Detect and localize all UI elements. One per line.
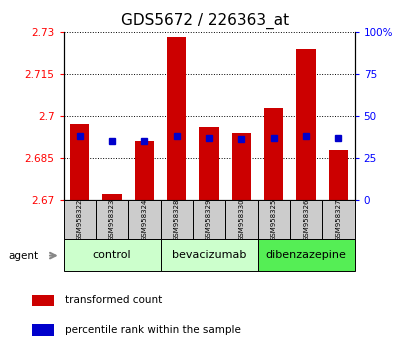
Text: GSM958323: GSM958323 bbox=[109, 198, 115, 241]
Text: GDS5672 / 226363_at: GDS5672 / 226363_at bbox=[121, 12, 288, 29]
Bar bbox=[257, 239, 354, 271]
Text: GSM958329: GSM958329 bbox=[206, 198, 211, 241]
Bar bbox=[289, 200, 321, 239]
Bar bbox=[63, 200, 96, 239]
Text: GSM958322: GSM958322 bbox=[76, 198, 83, 241]
Bar bbox=[166, 38, 186, 200]
Text: control: control bbox=[92, 250, 131, 260]
Bar bbox=[32, 324, 54, 336]
Text: bevacizumab: bevacizumab bbox=[171, 250, 246, 260]
Text: GSM958327: GSM958327 bbox=[335, 198, 341, 241]
Bar bbox=[128, 200, 160, 239]
Text: GSM958325: GSM958325 bbox=[270, 198, 276, 241]
Text: percentile rank within the sample: percentile rank within the sample bbox=[65, 325, 240, 335]
Bar bbox=[32, 295, 54, 306]
Bar bbox=[70, 124, 89, 200]
Bar bbox=[135, 141, 154, 200]
Bar bbox=[102, 194, 121, 200]
Bar bbox=[160, 200, 193, 239]
Bar bbox=[63, 239, 160, 271]
Text: GSM958324: GSM958324 bbox=[141, 198, 147, 241]
Text: GSM958328: GSM958328 bbox=[173, 198, 179, 241]
Bar bbox=[257, 200, 289, 239]
Text: GSM958326: GSM958326 bbox=[302, 198, 308, 241]
Bar bbox=[199, 127, 218, 200]
Text: transformed count: transformed count bbox=[65, 295, 162, 305]
Bar bbox=[321, 200, 354, 239]
Bar bbox=[296, 48, 315, 200]
Text: GSM958330: GSM958330 bbox=[238, 198, 244, 241]
Bar bbox=[225, 200, 257, 239]
Bar bbox=[160, 239, 257, 271]
Text: dibenzazepine: dibenzazepine bbox=[265, 250, 346, 260]
Text: agent: agent bbox=[8, 251, 38, 261]
Bar bbox=[328, 149, 347, 200]
Bar bbox=[96, 200, 128, 239]
Bar bbox=[263, 108, 283, 200]
Bar bbox=[231, 133, 251, 200]
Bar bbox=[193, 200, 225, 239]
